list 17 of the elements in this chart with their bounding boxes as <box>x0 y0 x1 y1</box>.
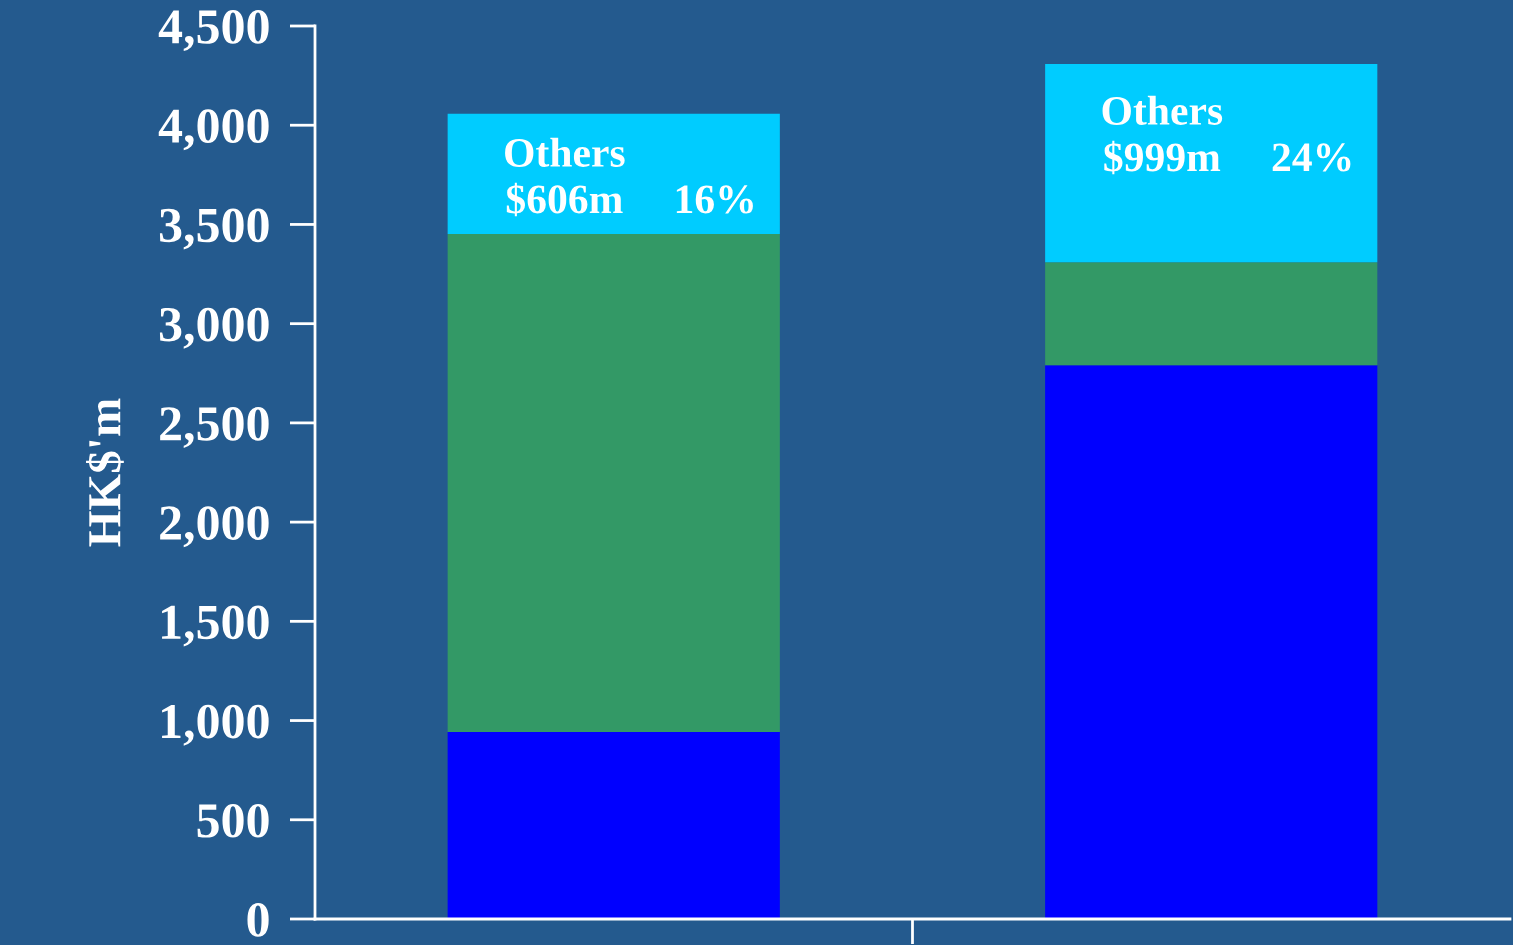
y-axis-title: HK$'m <box>86 398 124 547</box>
y-tick-label: 3,000 <box>159 307 269 349</box>
y-tick-label: 1,500 <box>162 605 269 647</box>
y-tick-label: 0 <box>247 903 269 937</box>
y-tick-label: 1,000 <box>162 704 269 746</box>
data-label: $999m <box>1104 140 1221 175</box>
y-tick-label: 4,500 <box>158 10 269 52</box>
annotation: 16% <box>676 185 753 214</box>
y-tick-label: 4,000 <box>158 109 269 151</box>
series-label: Others <box>505 137 625 167</box>
data-label: $606m <box>506 182 623 217</box>
y-tick-label: 2,500 <box>160 406 269 448</box>
y-tick-label: 2,000 <box>160 506 269 548</box>
y-tick-label: 3,500 <box>159 208 269 250</box>
text: Others <box>1102 95 1223 125</box>
annotation: 24% <box>1272 143 1351 172</box>
y-tick-label: 500 <box>197 803 269 838</box>
